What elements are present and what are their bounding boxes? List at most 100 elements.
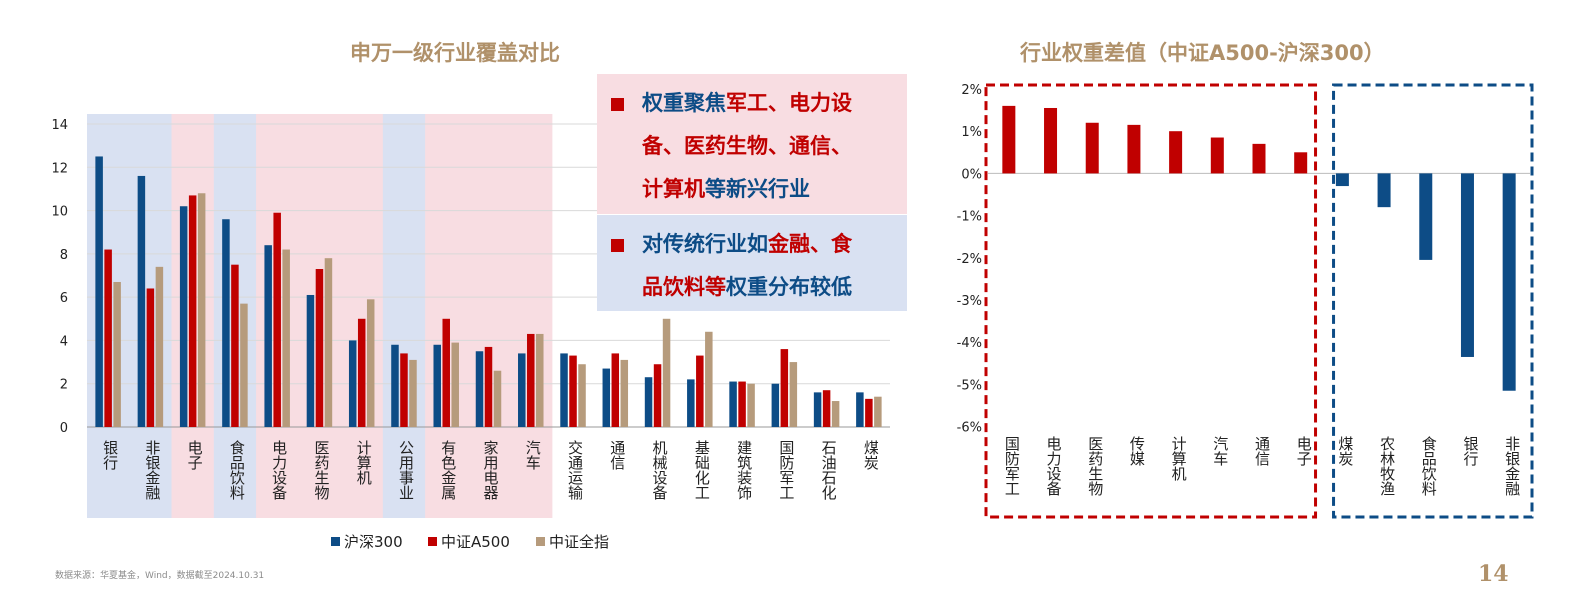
x-tick-label: 电子: [1295, 436, 1313, 466]
x-tick-label: 国防军工: [1003, 436, 1021, 496]
bar: [822, 390, 831, 427]
x-tick-label: 通信: [1253, 436, 1271, 466]
bar: [1085, 122, 1099, 174]
page-number: 14: [1478, 561, 1509, 587]
x-tick-label: 非银金融: [1503, 436, 1521, 496]
x-tick-label: 交通运输: [566, 439, 584, 500]
bar: [348, 340, 357, 427]
bar: [813, 392, 822, 427]
bar: [560, 353, 568, 427]
x-tick-label: 银行: [101, 440, 119, 471]
bar: [705, 331, 713, 427]
x-tick-label: 石油石化: [820, 440, 838, 500]
y-tick-label: 2: [60, 378, 68, 393]
bar: [137, 175, 146, 427]
bar: [1169, 131, 1183, 174]
legend-label: 中证全指: [549, 533, 610, 551]
bar: [662, 318, 671, 427]
x-tick-label: 基础化工: [693, 440, 711, 500]
bar: [1502, 173, 1516, 391]
y-tick-label: 14: [51, 118, 68, 133]
bar: [240, 303, 248, 427]
right-chart-title: 行业权重差值（中证A500-沪深300）: [1020, 41, 1385, 65]
category-highlight-band: [382, 114, 426, 518]
bar: [391, 344, 399, 427]
x-tick-label: 煤炭: [862, 440, 880, 470]
x-tick-label: 建筑装饰: [735, 440, 753, 500]
callout-text: 等新兴行业: [705, 177, 810, 201]
bar: [687, 379, 695, 427]
y-tick-label: -6%: [957, 421, 982, 436]
bar: [696, 355, 704, 427]
bar: [1460, 173, 1474, 357]
callout-text: 权重分布较低: [726, 275, 852, 299]
bar: [493, 370, 502, 427]
bar: [747, 383, 755, 427]
y-tick-label: -1%: [957, 210, 982, 225]
x-tick-label: 计算机: [1170, 436, 1188, 482]
x-tick-label: 食品饮料: [1420, 436, 1438, 496]
x-tick-label: 医药生物: [312, 440, 330, 501]
bar: [306, 294, 315, 427]
legend-item-all: 中证全指: [536, 531, 609, 552]
legend-label: 中证A500: [441, 533, 510, 551]
bar: [433, 344, 441, 427]
bar: [1127, 124, 1141, 174]
bar: [146, 288, 155, 427]
legend-swatch: [536, 537, 545, 546]
bar: [729, 381, 737, 427]
callout-text: 对传统行业如: [642, 232, 768, 256]
bar: [222, 219, 230, 427]
bar: [738, 381, 746, 427]
legend-swatch: [331, 537, 340, 546]
left-chart-title: 申万一级行业覆盖对比: [350, 41, 560, 65]
bar: [831, 401, 840, 427]
bar: [95, 156, 103, 427]
legend-swatch: [428, 537, 437, 546]
bar: [315, 269, 324, 427]
bar: [1419, 173, 1433, 260]
x-tick-label: 家用电器: [482, 440, 500, 500]
x-tick-label: 电力设备: [1045, 436, 1063, 496]
bar: [856, 392, 864, 427]
x-tick-label: 通信: [608, 440, 626, 470]
callout-highlight: 军工、电力设: [726, 91, 852, 115]
y-tick-label: -5%: [957, 378, 982, 393]
bullet-icon: [611, 97, 624, 111]
bar: [231, 264, 239, 427]
category-highlight-band: [509, 114, 553, 518]
y-tick-label: -2%: [957, 252, 982, 267]
bar: [536, 333, 544, 427]
bar: [155, 266, 164, 427]
bar: [475, 351, 484, 427]
bar: [442, 318, 450, 427]
category-highlight-band: [467, 114, 511, 518]
bar: [1002, 105, 1016, 174]
bar: [578, 364, 586, 427]
callout-highlight: 金融、食: [768, 232, 852, 256]
y-tick-label: 2%: [961, 83, 982, 98]
bar: [1294, 152, 1308, 174]
callout-highlight: 计算机: [642, 177, 705, 201]
callout-highlight: 备、医药生物、通信、: [642, 134, 852, 158]
category-highlight-band: [340, 114, 384, 518]
bar: [197, 193, 206, 427]
bar: [1377, 173, 1391, 208]
callout-highlight: 品饮料等: [642, 275, 726, 299]
bar: [1252, 143, 1266, 174]
category-highlight-band: [425, 114, 468, 518]
x-tick-label: 医药生物: [1086, 436, 1104, 497]
data-source: 数据来源：华夏基金，Wind，数据截至2024.10.31: [55, 571, 265, 581]
y-tick-label: 0%: [961, 167, 982, 182]
y-tick-label: 8: [60, 248, 68, 263]
bar: [409, 359, 417, 427]
bar: [451, 342, 459, 427]
negative-group-box: [1332, 83, 1534, 519]
x-tick-label: 电子: [186, 440, 204, 470]
callout-text: 权重聚焦: [642, 91, 726, 115]
y-tick-label: 1%: [961, 125, 982, 140]
bar: [644, 377, 653, 427]
x-tick-label: 汽车: [524, 440, 542, 470]
bar: [518, 353, 526, 427]
